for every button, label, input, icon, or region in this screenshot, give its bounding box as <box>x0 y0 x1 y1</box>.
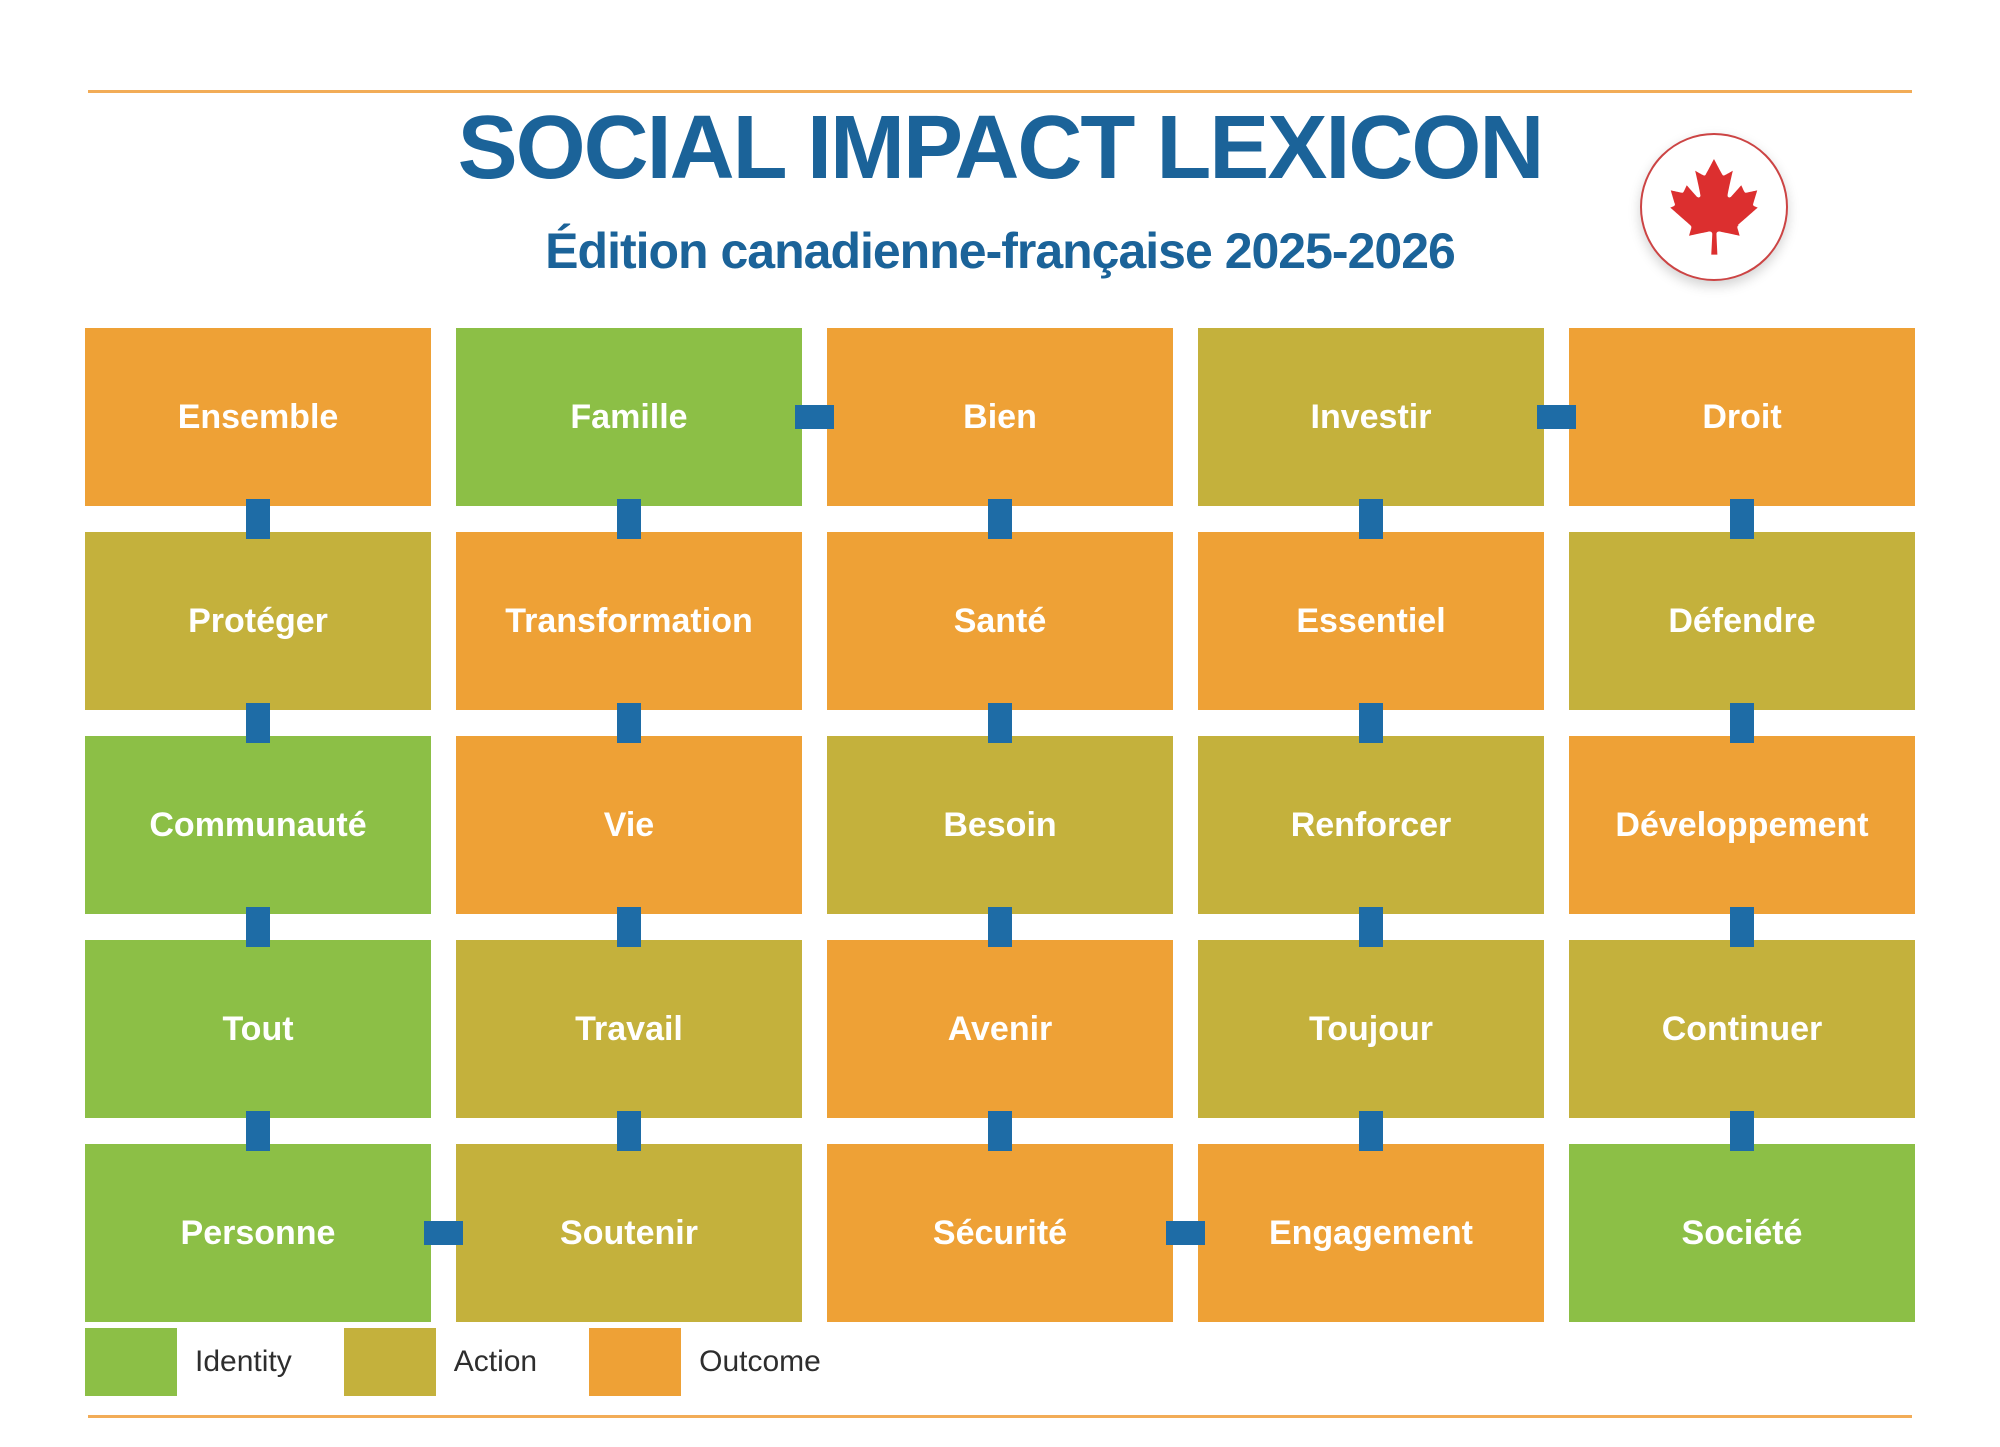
legend-label-outcome: Outcome <box>699 1345 821 1378</box>
canada-logo-badge <box>1640 133 1788 281</box>
page-subtitle: Édition canadienne-française 2025-2026 <box>545 223 1456 279</box>
tile-droit: Droit <box>1569 328 1915 506</box>
connector-vertical-r0-c4 <box>1730 499 1754 539</box>
connector-vertical-r1-c2 <box>988 703 1012 743</box>
tile-renforcer: Renforcer <box>1198 736 1544 914</box>
connector-vertical-r0-c0 <box>246 499 270 539</box>
legend: Identity Action Outcome <box>85 1328 821 1396</box>
tile-toujour: Toujour <box>1198 940 1544 1118</box>
connector-vertical-r3-c1 <box>617 1111 641 1151</box>
connector-vertical-r1-c1 <box>617 703 641 743</box>
tile-protéger: Protéger <box>85 532 431 710</box>
page-title: SOCIAL IMPACT LEXICON <box>457 98 1545 198</box>
tile-tout: Tout <box>85 940 431 1118</box>
tile-sécurité: Sécurité <box>827 1144 1173 1322</box>
tile-santé: Santé <box>827 532 1173 710</box>
legend-label-identity: Identity <box>195 1345 292 1378</box>
tile-personne: Personne <box>85 1144 431 1322</box>
tile-famille: Famille <box>456 328 802 506</box>
legend-item-action: Action <box>343 1328 538 1396</box>
legend-item-identity: Identity <box>85 1328 292 1396</box>
tile-avenir: Avenir <box>827 940 1173 1118</box>
connector-horizontal-r4-c0 <box>424 1221 463 1245</box>
legend-item-outcome: Outcome <box>589 1328 821 1396</box>
maple-leaf-icon <box>1670 159 1758 255</box>
tile-société: Société <box>1569 1144 1915 1322</box>
connector-vertical-r1-c4 <box>1730 703 1754 743</box>
legend-swatch-action <box>343 1328 436 1396</box>
top-divider-line <box>88 90 1912 93</box>
connector-vertical-r2-c2 <box>988 907 1012 947</box>
connector-vertical-r0-c2 <box>988 499 1012 539</box>
tile-investir: Investir <box>1198 328 1544 506</box>
connector-vertical-r3-c2 <box>988 1111 1012 1151</box>
legend-label-action: Action <box>453 1345 538 1378</box>
tile-défendre: Défendre <box>1569 532 1915 710</box>
connector-vertical-r0-c1 <box>617 499 641 539</box>
tile-développement: Développement <box>1569 736 1915 914</box>
bottom-divider-line <box>88 1415 1912 1418</box>
tile-ensemble: Ensemble <box>85 328 431 506</box>
connector-vertical-r0-c3 <box>1359 499 1383 539</box>
legend-swatch-identity <box>85 1328 177 1396</box>
tile-soutenir: Soutenir <box>456 1144 802 1322</box>
connector-vertical-r3-c4 <box>1730 1111 1754 1151</box>
tile-vie: Vie <box>456 736 802 914</box>
connector-vertical-r2-c4 <box>1730 907 1754 947</box>
tile-continuer: Continuer <box>1569 940 1915 1118</box>
tile-engagement: Engagement <box>1198 1144 1544 1322</box>
connector-vertical-r3-c0 <box>246 1111 270 1151</box>
connector-vertical-r2-c3 <box>1359 907 1383 947</box>
tile-besoin: Besoin <box>827 736 1173 914</box>
tile-bien: Bien <box>827 328 1173 506</box>
tile-transformation: Transformation <box>456 532 802 710</box>
tile-communauté: Communauté <box>85 736 431 914</box>
connector-horizontal-r0-c1 <box>795 405 834 429</box>
lexicon-grid: Ensemble Famille Bien Investir Droit Protéger… <box>85 328 1915 1322</box>
legend-swatch-outcome <box>589 1328 682 1396</box>
connector-vertical-r2-c0 <box>246 907 270 947</box>
connector-vertical-r1-c0 <box>246 703 270 743</box>
connector-horizontal-r0-c3 <box>1537 405 1576 429</box>
tile-essentiel: Essentiel <box>1198 532 1544 710</box>
tile-travail: Travail <box>456 940 802 1118</box>
connector-horizontal-r4-c2 <box>1166 1221 1205 1245</box>
connector-vertical-r2-c1 <box>617 907 641 947</box>
connector-vertical-r3-c3 <box>1359 1111 1383 1151</box>
connector-vertical-r1-c3 <box>1359 703 1383 743</box>
